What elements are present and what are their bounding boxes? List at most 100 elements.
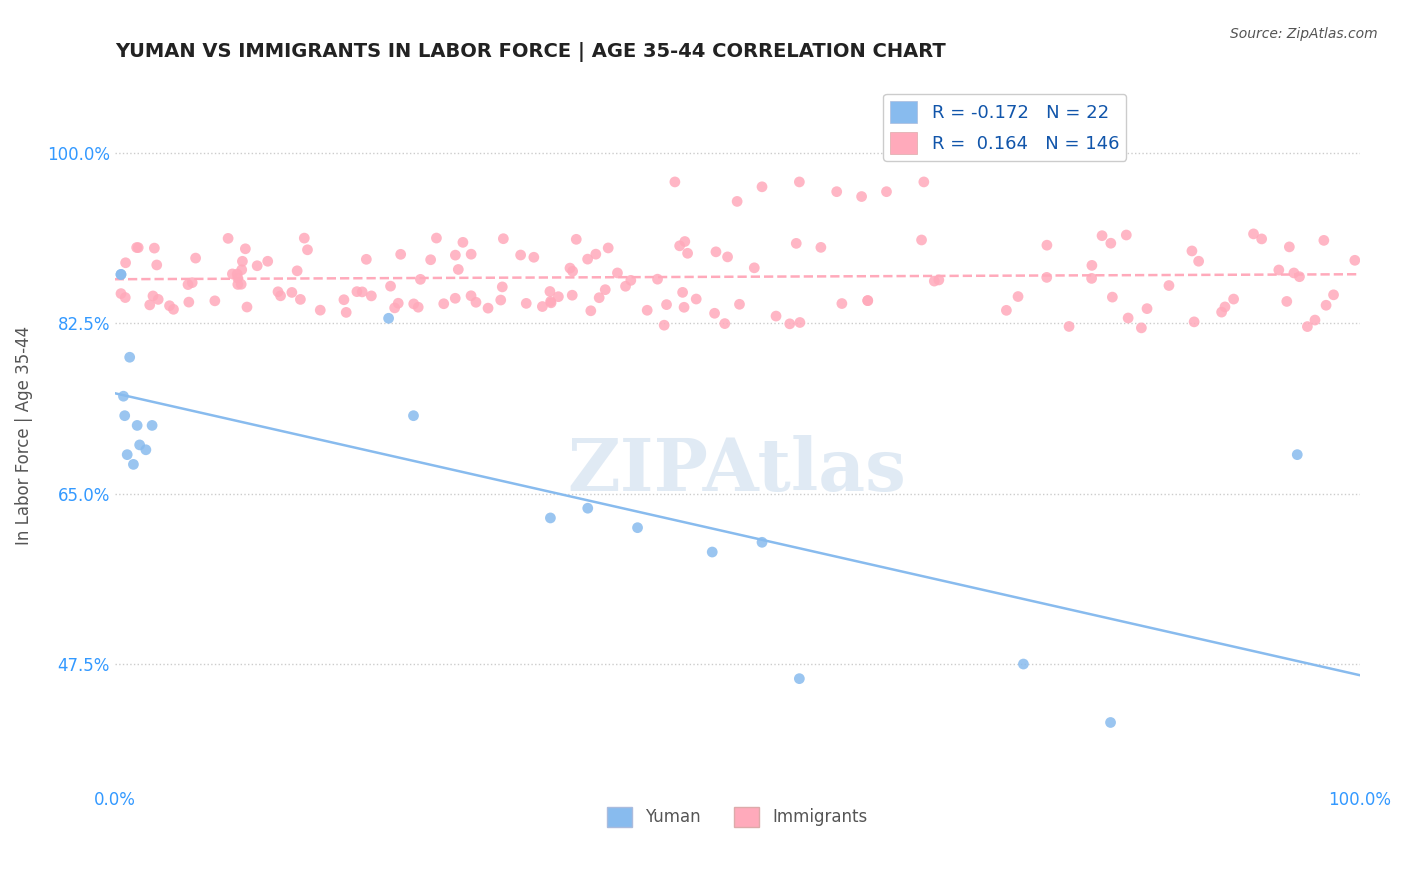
Point bbox=[444, 291, 467, 305]
Point bbox=[910, 233, 932, 247]
Point bbox=[593, 283, 616, 297]
Point bbox=[402, 409, 425, 423]
Point bbox=[135, 442, 157, 457]
Point bbox=[728, 297, 751, 311]
Point bbox=[1243, 227, 1265, 241]
Point bbox=[118, 350, 141, 364]
Point bbox=[515, 296, 537, 310]
Point bbox=[139, 298, 162, 312]
Point bbox=[235, 242, 257, 256]
Point bbox=[333, 293, 356, 307]
Point bbox=[647, 272, 669, 286]
Point bbox=[1115, 227, 1137, 242]
Point bbox=[671, 285, 693, 300]
Point bbox=[352, 285, 374, 299]
Point bbox=[789, 316, 811, 330]
Point bbox=[538, 285, 561, 299]
Point bbox=[1313, 233, 1336, 247]
Point bbox=[122, 458, 145, 472]
Point bbox=[702, 545, 724, 559]
Point bbox=[346, 285, 368, 299]
Point bbox=[231, 262, 253, 277]
Point bbox=[1181, 244, 1204, 258]
Point bbox=[380, 279, 402, 293]
Point bbox=[162, 302, 184, 317]
Point bbox=[389, 247, 412, 261]
Point bbox=[1344, 253, 1367, 268]
Point bbox=[1288, 269, 1310, 284]
Point bbox=[309, 303, 332, 318]
Point bbox=[356, 252, 378, 267]
Point bbox=[1322, 288, 1344, 302]
Point bbox=[598, 241, 620, 255]
Point bbox=[114, 409, 136, 423]
Point bbox=[558, 261, 581, 276]
Point bbox=[509, 248, 531, 262]
Point bbox=[703, 306, 725, 320]
Point bbox=[626, 521, 648, 535]
Point bbox=[114, 291, 136, 305]
Point bbox=[256, 254, 278, 268]
Point bbox=[226, 267, 249, 281]
Point bbox=[789, 175, 811, 189]
Point bbox=[177, 295, 200, 310]
Text: YUMAN VS IMMIGRANTS IN LABOR FORCE | AGE 35-44 CORRELATION CHART: YUMAN VS IMMIGRANTS IN LABOR FORCE | AGE… bbox=[115, 42, 945, 62]
Point bbox=[184, 251, 207, 265]
Point bbox=[1081, 259, 1104, 273]
Point bbox=[114, 256, 136, 270]
Point bbox=[236, 300, 259, 314]
Point bbox=[561, 288, 583, 302]
Point bbox=[547, 290, 569, 304]
Point bbox=[664, 175, 686, 189]
Point bbox=[217, 231, 239, 245]
Point bbox=[1157, 278, 1180, 293]
Point bbox=[159, 299, 181, 313]
Point bbox=[270, 289, 292, 303]
Point bbox=[810, 240, 832, 254]
Point bbox=[128, 438, 150, 452]
Point bbox=[406, 300, 429, 314]
Point bbox=[1130, 321, 1153, 335]
Point bbox=[433, 297, 456, 311]
Point bbox=[246, 259, 269, 273]
Point bbox=[290, 293, 312, 307]
Point bbox=[110, 268, 132, 282]
Point bbox=[377, 311, 399, 326]
Point bbox=[668, 239, 690, 253]
Point bbox=[1188, 254, 1211, 268]
Point bbox=[588, 291, 610, 305]
Point bbox=[1303, 313, 1326, 327]
Point bbox=[402, 297, 425, 311]
Y-axis label: In Labor Force | Age 35-44: In Labor Force | Age 35-44 bbox=[15, 326, 32, 545]
Point bbox=[148, 293, 170, 307]
Text: Source: ZipAtlas.com: Source: ZipAtlas.com bbox=[1230, 27, 1378, 41]
Point bbox=[465, 295, 488, 310]
Point bbox=[751, 535, 773, 549]
Point bbox=[1007, 289, 1029, 303]
Point bbox=[181, 276, 204, 290]
Point bbox=[145, 258, 167, 272]
Point bbox=[540, 295, 562, 310]
Point bbox=[1268, 263, 1291, 277]
Point bbox=[489, 293, 512, 307]
Point bbox=[1099, 236, 1122, 251]
Point bbox=[143, 241, 166, 255]
Point bbox=[1250, 232, 1272, 246]
Point bbox=[673, 235, 696, 249]
Point bbox=[579, 303, 602, 318]
Point bbox=[447, 262, 470, 277]
Point bbox=[565, 232, 588, 246]
Point bbox=[1099, 715, 1122, 730]
Point bbox=[281, 285, 304, 300]
Point bbox=[1080, 271, 1102, 285]
Point bbox=[110, 268, 132, 282]
Point bbox=[725, 194, 748, 209]
Point bbox=[419, 252, 441, 267]
Point bbox=[141, 418, 163, 433]
Point bbox=[177, 277, 200, 292]
Point bbox=[576, 501, 599, 516]
Point bbox=[523, 250, 546, 264]
Point bbox=[924, 274, 946, 288]
Point bbox=[1222, 292, 1244, 306]
Point bbox=[652, 318, 675, 333]
